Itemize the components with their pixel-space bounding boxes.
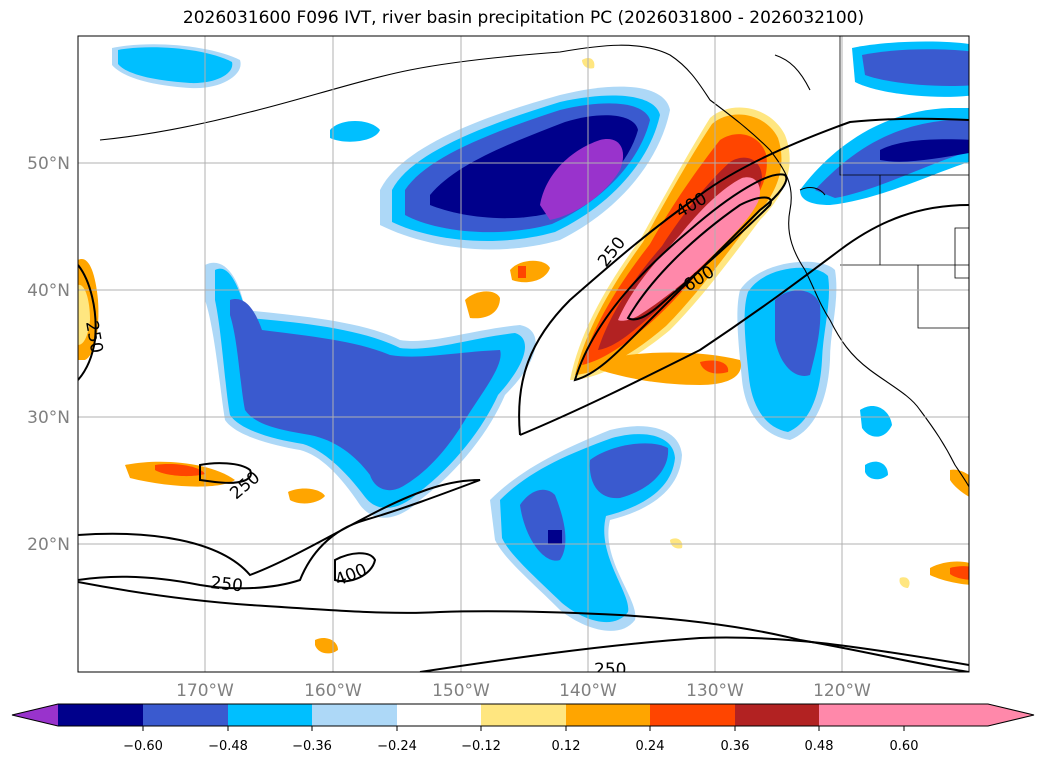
negative-pc-region-central (205, 262, 536, 518)
lon-label: 150°W (432, 681, 490, 701)
lat-label: 20°N (27, 535, 70, 555)
latitude-labels: 50°N 40°N 30°N 20°N (27, 154, 70, 555)
colorbar-segment (481, 704, 566, 726)
colorbar-tick-label: −0.12 (461, 739, 501, 754)
coastlines (99, 44, 969, 488)
map-title: 2026031600 F096 IVT, river basin precipi… (182, 8, 865, 28)
political-boundaries (839, 36, 969, 329)
negative-pc-region-northwest (112, 44, 241, 89)
colorbar-segment (312, 704, 397, 726)
colorbar-tick-label: 0.48 (805, 739, 834, 754)
colorbar-tick-label: 0.60 (890, 739, 919, 754)
colorbar-segment (566, 704, 650, 726)
negative-pc-region-north (330, 86, 670, 250)
colorbar-tick-label: −0.24 (377, 739, 417, 754)
colorbar-tick-label: 0.12 (552, 739, 581, 754)
lat-label: 30°N (27, 408, 70, 428)
colorbar-outline (11, 703, 1035, 727)
colorbar-segment (650, 704, 735, 726)
colorbar-segment (735, 704, 819, 726)
contour-label: 250 (209, 573, 243, 596)
lon-label: 130°W (686, 681, 744, 701)
map-panel: 250 400 250 600 250 250 400 250 (78, 36, 969, 680)
gridlines (78, 36, 969, 672)
colorbar: −0.60 −0.48 −0.36 −0.24 −0.12 0.12 0.24 … (11, 703, 1035, 754)
lon-label: 170°W (176, 681, 234, 701)
lon-label: 140°W (559, 681, 617, 701)
lon-label: 160°W (304, 681, 362, 701)
colorbar-segment (228, 704, 312, 726)
colorbar-tick-label: −0.36 (292, 739, 332, 754)
colorbar-tick-label: 0.36 (721, 739, 750, 754)
contour-label: 250 (594, 660, 626, 680)
lat-label: 40°N (27, 281, 70, 301)
lon-label: 120°W (813, 681, 871, 701)
map-frame (77, 35, 970, 673)
colorbar-extend-low (12, 704, 58, 726)
positive-pc-small-regions (78, 57, 969, 654)
colorbar-segment (143, 704, 228, 726)
lat-label: 50°N (27, 154, 70, 174)
ivt-contours (78, 117, 969, 672)
colorbar-tick-label: −0.48 (208, 739, 248, 754)
colorbar-segment (58, 704, 143, 726)
longitude-labels: 170°W 160°W 150°W 140°W 130°W 120°W (176, 681, 871, 701)
colorbar-segment (397, 704, 481, 726)
colorbar-tick-label: 0.24 (636, 739, 665, 754)
colorbar-tick-label: −0.60 (123, 739, 163, 754)
colorbar-segment (819, 704, 904, 726)
colorbar-extend-high (904, 704, 1034, 726)
